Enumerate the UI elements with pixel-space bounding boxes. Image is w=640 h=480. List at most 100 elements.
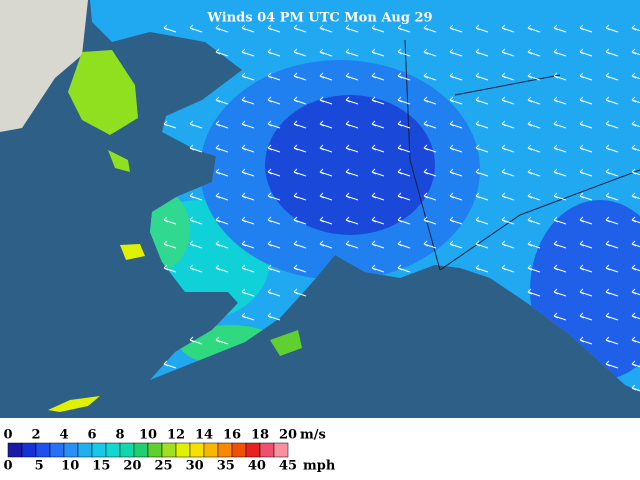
wind-arrow xyxy=(605,240,619,249)
wind-arrow xyxy=(579,24,593,33)
wind-arrow xyxy=(397,216,411,225)
wind-arrow xyxy=(631,360,640,368)
wind-arrow xyxy=(241,264,255,273)
wind-arrow xyxy=(267,264,281,273)
mph-label: 10 xyxy=(61,459,79,474)
wind-arrow xyxy=(605,216,619,225)
wind-arrow xyxy=(293,96,307,105)
wind-arrow xyxy=(449,72,463,81)
wind-arrow xyxy=(449,216,463,225)
wind-arrow xyxy=(631,120,640,128)
wind-arrow xyxy=(553,72,567,81)
wind-arrow xyxy=(267,216,281,225)
wind-arrow xyxy=(319,72,333,81)
wind-arrow xyxy=(553,192,567,201)
ms-label: 4 xyxy=(59,428,68,443)
wind-arrow xyxy=(579,96,593,105)
wind-arrow xyxy=(553,312,567,321)
wind-arrow xyxy=(371,192,385,201)
wind-arrow xyxy=(553,264,567,273)
wind-arrow xyxy=(267,96,281,105)
wind-arrow xyxy=(579,312,593,321)
color-swatch xyxy=(7,442,23,458)
color-swatch xyxy=(203,442,219,458)
mph-label: 5 xyxy=(35,459,44,474)
wind-arrow xyxy=(319,168,333,177)
color-swatch xyxy=(91,442,107,458)
wind-arrow xyxy=(267,24,281,33)
color-swatch xyxy=(175,442,191,458)
wind-arrow xyxy=(345,96,359,105)
wind-arrow xyxy=(553,96,567,105)
wind-arrow xyxy=(397,96,411,105)
wind-arrow xyxy=(397,240,411,249)
wind-arrow xyxy=(553,216,567,225)
wind-arrow xyxy=(189,336,203,345)
color-swatch xyxy=(63,442,79,458)
aleutians xyxy=(48,396,100,412)
wind-arrow xyxy=(293,288,307,297)
wind-arrow xyxy=(371,216,385,225)
chukotka xyxy=(68,50,138,135)
wind-arrow xyxy=(241,96,255,105)
wind-arrow xyxy=(475,168,489,177)
wind-arrow xyxy=(189,144,203,153)
wind-arrow xyxy=(397,72,411,81)
wind-arrow xyxy=(449,48,463,57)
wind-arrow xyxy=(267,48,281,57)
map-title: Winds 04 PM UTC Mon Aug 29 xyxy=(206,11,432,26)
wind-arrow xyxy=(215,48,229,57)
wind-arrow xyxy=(267,144,281,153)
nunivak-island xyxy=(120,244,145,260)
wind-arrow xyxy=(397,48,411,57)
wind-arrow xyxy=(605,336,619,345)
wind-arrow xyxy=(631,144,640,152)
wind-arrow xyxy=(293,120,307,129)
wind-arrow xyxy=(605,192,619,201)
wind-arrow xyxy=(267,72,281,81)
wind-arrow xyxy=(293,264,307,273)
wind-arrow xyxy=(189,120,203,129)
wind-arrow xyxy=(241,192,255,201)
wind-arrow xyxy=(423,240,437,249)
wind-arrow xyxy=(501,48,515,57)
wind-arrow xyxy=(475,24,489,33)
wind-arrow xyxy=(449,144,463,153)
mph-label: 25 xyxy=(155,459,173,474)
wind-arrow xyxy=(631,72,640,80)
wind-arrow xyxy=(605,168,619,177)
wind-arrow xyxy=(163,24,177,33)
wind-arrow xyxy=(397,192,411,201)
wind-arrow xyxy=(501,24,515,33)
legend: 0 2 4 6 8 10 12 14 16 18 20 m/s0 5 10 15 20 25 30 35 40 45 mp… xyxy=(0,418,640,480)
wind-arrow xyxy=(475,72,489,81)
wind-arrow xyxy=(397,168,411,177)
wind-arrow xyxy=(631,384,640,392)
wind-arrow xyxy=(345,72,359,81)
wind-arrow xyxy=(215,96,229,105)
wind-arrow xyxy=(241,288,255,297)
wind-arrow xyxy=(501,72,515,81)
wind-arrow xyxy=(631,216,640,224)
wind-arrow xyxy=(345,48,359,57)
wind-arrow xyxy=(371,264,385,273)
color-swatch xyxy=(35,442,51,458)
wind-arrow xyxy=(267,192,281,201)
wind-arrow xyxy=(605,360,619,369)
color-swatch xyxy=(133,442,149,458)
wind-arrow xyxy=(553,168,567,177)
wind-arrow xyxy=(579,240,593,249)
wind-arrow xyxy=(475,120,489,129)
wind-arrow xyxy=(215,144,229,153)
wind-arrow xyxy=(267,240,281,249)
wind-arrow xyxy=(501,240,515,249)
wind-arrow xyxy=(501,168,515,177)
color-swatch xyxy=(105,442,121,458)
wind-arrow xyxy=(423,48,437,57)
wind-arrow xyxy=(631,288,640,296)
wind-arrow xyxy=(371,120,385,129)
wind-arrow xyxy=(553,48,567,57)
wind-arrow xyxy=(501,264,515,273)
wind-arrow xyxy=(631,312,640,320)
mph-label: 20 xyxy=(123,459,141,474)
